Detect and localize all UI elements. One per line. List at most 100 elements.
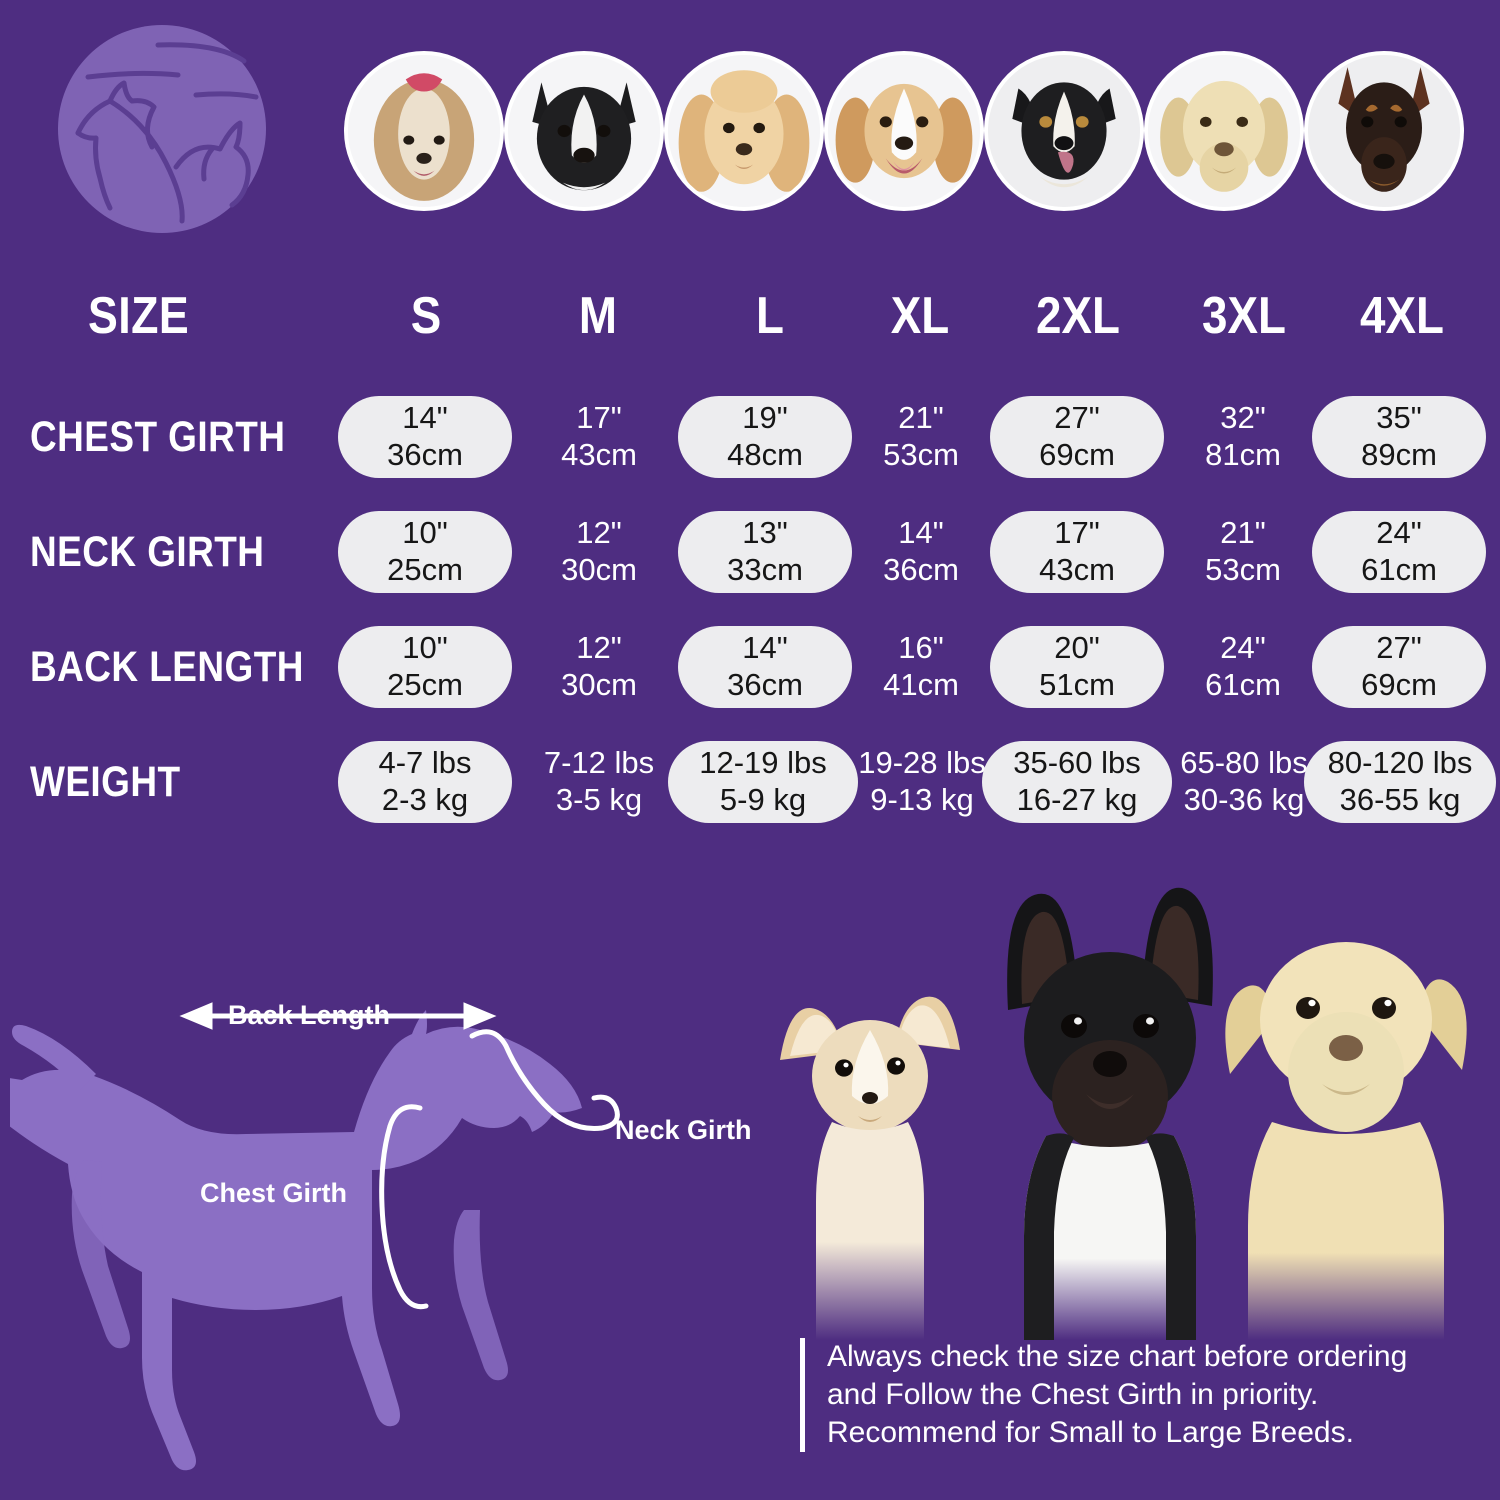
- cell-chest-girth-s: 14" 36cm: [338, 396, 512, 478]
- cell-value-imperial: 32": [1220, 400, 1266, 436]
- breed-avatar-cocker-spaniel: [668, 55, 820, 207]
- cell-value-metric: 9-13 kg: [870, 782, 974, 817]
- cell-neck-girth-m: 12" 30cm: [524, 511, 674, 593]
- cell-value-metric: 53cm: [1205, 552, 1281, 587]
- breed-avatar-border-collie: [988, 55, 1140, 207]
- note-line-2: and Follow the Chest Girth in priority.: [827, 1378, 1319, 1412]
- row-label-chest-girth: CHEST GIRTH: [30, 413, 286, 461]
- cell-value-imperial: 14": [402, 400, 448, 436]
- cell-value-imperial: 12": [576, 630, 622, 666]
- cell-value-metric: 41cm: [883, 667, 959, 702]
- cell-value-imperial: 10": [402, 630, 448, 666]
- cell-value-imperial: 7-12 lbs: [543, 745, 655, 781]
- diagram-label-neck-girth: Neck Girth: [615, 1115, 752, 1145]
- cell-back-length-4xl: 27" 69cm: [1312, 626, 1486, 708]
- cell-value-imperial: 24": [1220, 630, 1266, 666]
- cell-value-metric: 25cm: [387, 552, 463, 587]
- cell-chest-girth-xl: 21" 53cm: [846, 396, 996, 478]
- cell-value-metric: 61cm: [1361, 552, 1437, 587]
- cell-value-imperial: 21": [898, 400, 944, 436]
- diagram-label-chest-girth: Chest Girth: [200, 1178, 348, 1208]
- cell-value-metric: 61cm: [1205, 667, 1281, 702]
- cell-value-imperial: 35": [1376, 400, 1422, 436]
- cell-value-imperial: 10": [402, 515, 448, 551]
- breed-avatar-shih-tzu: [348, 55, 500, 207]
- cell-neck-girth-3xl: 21" 53cm: [1168, 511, 1318, 593]
- diagram-label-back-length: Back Length: [228, 1000, 391, 1030]
- chihuahua-photo: [780, 996, 960, 1340]
- cell-value-metric: 36cm: [883, 552, 959, 587]
- cell-value-imperial: 65-80 lbs: [1180, 745, 1308, 781]
- breed-avatar-labrador: [1148, 55, 1300, 207]
- cell-value-imperial: 27": [1376, 630, 1422, 666]
- cell-value-imperial: 16": [898, 630, 944, 666]
- column-header-2xl: 2XL: [1036, 287, 1120, 345]
- cell-weight-l: 12-19 lbs 5-9 kg: [668, 741, 858, 823]
- cell-value-metric: 89cm: [1361, 437, 1437, 472]
- table-row-chest-girth: CHEST GIRTH 14" 36cm 17" 43cm 19" 48cm 2…: [0, 380, 1500, 495]
- cell-chest-girth-2xl: 27" 69cm: [990, 396, 1164, 478]
- cell-neck-girth-xl: 14" 36cm: [846, 511, 996, 593]
- breed-avatar-doberman: [1308, 55, 1460, 207]
- row-label-neck-girth: NECK GIRTH: [30, 528, 265, 576]
- cell-neck-girth-4xl: 24" 61cm: [1312, 511, 1486, 593]
- cell-value-metric: 43cm: [561, 437, 637, 472]
- column-header-m: M: [578, 287, 618, 345]
- column-header-xl: XL: [890, 287, 950, 345]
- cell-value-imperial: 35-60 lbs: [1013, 745, 1141, 781]
- cell-value-imperial: 80-120 lbs: [1327, 745, 1473, 781]
- cell-value-imperial: 24": [1376, 515, 1422, 551]
- column-header-4xl: 4XL: [1360, 287, 1444, 345]
- labrador-photo: [1225, 942, 1467, 1340]
- cell-chest-girth-3xl: 32" 81cm: [1168, 396, 1318, 478]
- cell-chest-girth-m: 17" 43cm: [524, 396, 674, 478]
- cell-value-metric: 5-9 kg: [719, 782, 807, 817]
- cell-value-imperial: 12-19 lbs: [699, 745, 827, 781]
- table-row-neck-girth: NECK GIRTH 10" 25cm 12" 30cm 13" 33cm 14…: [0, 495, 1500, 610]
- french-bulldog-photo: [1007, 887, 1213, 1340]
- column-header-l: L: [756, 287, 784, 345]
- note-line-3: Recommend for Small to Large Breeds.: [827, 1416, 1354, 1450]
- cell-value-metric: 69cm: [1039, 437, 1115, 472]
- size-chart-note: Always check the size chart before order…: [800, 1338, 1480, 1453]
- cell-value-imperial: 12": [576, 515, 622, 551]
- cell-value-imperial: 17": [576, 400, 622, 436]
- cell-value-metric: 3-5 kg: [555, 782, 643, 817]
- cell-value-metric: 36-55 kg: [1339, 782, 1461, 817]
- cell-value-imperial: 4-7 lbs: [378, 745, 472, 781]
- cell-value-metric: 25cm: [387, 667, 463, 702]
- cell-value-metric: 69cm: [1361, 667, 1437, 702]
- cell-weight-xl: 19-28 lbs 9-13 kg: [836, 741, 1008, 823]
- cell-value-metric: 53cm: [883, 437, 959, 472]
- cell-back-length-xl: 16" 41cm: [846, 626, 996, 708]
- table-row-weight: WEIGHT 4-7 lbs 2-3 kg 7-12 lbs 3-5 kg 12…: [0, 725, 1500, 840]
- column-header-s: S: [410, 287, 442, 345]
- cell-value-imperial: 19": [742, 400, 788, 436]
- cell-value-imperial: 20": [1054, 630, 1100, 666]
- cell-back-length-3xl: 24" 61cm: [1168, 626, 1318, 708]
- cell-neck-girth-2xl: 17" 43cm: [990, 511, 1164, 593]
- breed-avatar-boston-terrier: [508, 55, 660, 207]
- cell-value-metric: 36cm: [727, 667, 803, 702]
- cell-value-metric: 33cm: [727, 552, 803, 587]
- column-header-3xl: 3XL: [1202, 287, 1286, 345]
- cell-neck-girth-l: 13" 33cm: [678, 511, 852, 593]
- row-label-weight: WEIGHT: [30, 758, 181, 806]
- cell-value-imperial: 27": [1054, 400, 1100, 436]
- cell-back-length-2xl: 20" 51cm: [990, 626, 1164, 708]
- cell-value-imperial: 14": [742, 630, 788, 666]
- cell-value-metric: 81cm: [1205, 437, 1281, 472]
- table-row-back-length: BACK LENGTH 10" 25cm 12" 30cm 14" 36cm 1…: [0, 610, 1500, 725]
- cell-back-length-s: 10" 25cm: [338, 626, 512, 708]
- note-line-1: Always check the size chart before order…: [827, 1340, 1408, 1373]
- cell-weight-2xl: 35-60 lbs 16-27 kg: [982, 741, 1172, 823]
- cell-weight-3xl: 65-80 lbs 30-36 kg: [1158, 741, 1330, 823]
- cell-value-metric: 30cm: [561, 667, 637, 702]
- cell-weight-s: 4-7 lbs 2-3 kg: [338, 741, 512, 823]
- breed-size-comparison-photo: [760, 860, 1500, 1340]
- cell-weight-m: 7-12 lbs 3-5 kg: [524, 741, 674, 823]
- dog-and-cat-circle-logo-icon: [58, 25, 266, 233]
- table-title: SIZE: [88, 287, 190, 345]
- table-header-row: SIZE S M L XL 2XL 3XL 4XL: [0, 252, 1500, 380]
- cell-value-imperial: 17": [1054, 515, 1100, 551]
